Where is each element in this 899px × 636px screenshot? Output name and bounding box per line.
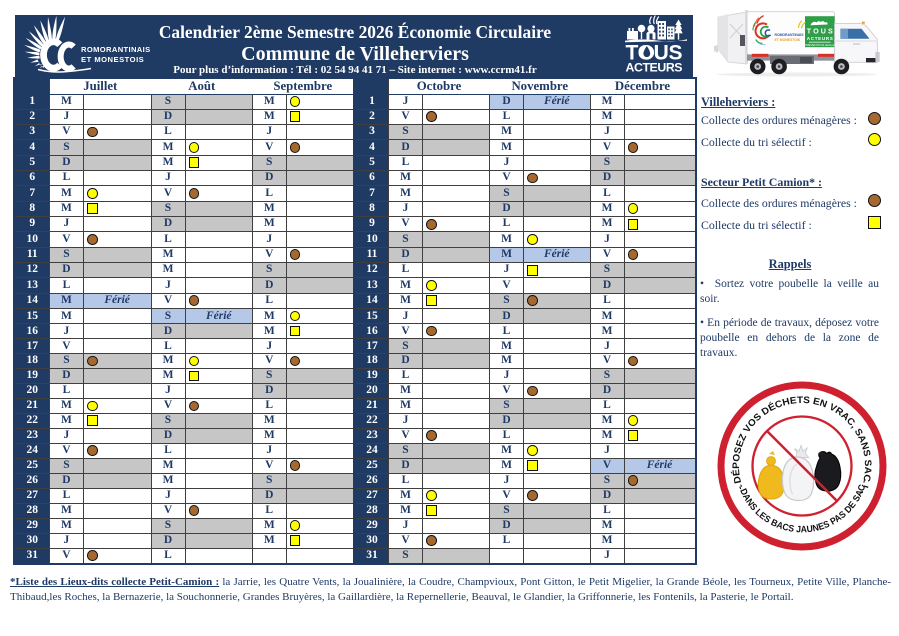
svg-text:TOUS: TOUS (807, 27, 833, 36)
svg-text:ROMORANTINAIS: ROMORANTINAIS (775, 33, 805, 37)
svg-text:ET MONESTOIS: ET MONESTOIS (775, 38, 801, 42)
svg-text:PRÉVENTION déchets: PRÉVENTION déchets (804, 42, 835, 47)
svg-text:ACTEURS: ACTEURS (626, 60, 683, 74)
svg-text:ET MONESTOIS: ET MONESTOIS (81, 55, 144, 64)
svg-text:ROMORANTINAIS: ROMORANTINAIS (81, 45, 151, 54)
svg-text:ACTEURS: ACTEURS (807, 36, 833, 41)
